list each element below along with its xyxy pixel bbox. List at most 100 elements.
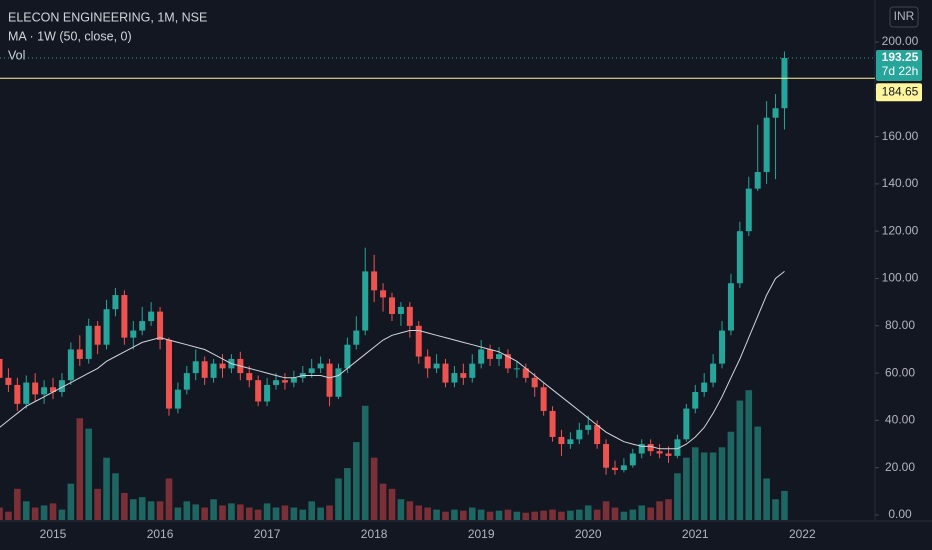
candle-body (433, 363, 440, 369)
volume-bar (361, 405, 369, 520)
moving-average (0, 271, 785, 450)
candle-body (14, 384, 21, 404)
volume-bar (477, 509, 485, 520)
volume-bar (156, 501, 164, 520)
volume-bar (281, 505, 289, 520)
volume-bar (67, 483, 75, 520)
volume-bar (290, 507, 298, 520)
candle-body (701, 382, 708, 393)
volume-bar (442, 511, 449, 520)
candle-body (487, 349, 494, 359)
candle-body (380, 290, 387, 298)
volume-bar (424, 507, 431, 520)
candle-body (50, 387, 57, 393)
volume-bar (58, 509, 66, 520)
volume-bar (629, 509, 637, 520)
volume-bar (718, 447, 726, 520)
volume-bar (691, 447, 699, 520)
candle-body (0, 358, 3, 378)
volume-bar (513, 511, 521, 520)
candle-body (772, 108, 779, 118)
volume-bar (40, 505, 48, 520)
candle-body (130, 330, 137, 338)
candle-body (139, 321, 146, 331)
candle-body (442, 363, 449, 383)
candle-body (603, 444, 610, 468)
volume-bar (772, 499, 779, 520)
volume-bar (700, 452, 708, 520)
candle-body (112, 295, 119, 310)
candle-body (23, 382, 30, 404)
volume-bar (254, 509, 262, 520)
countdown-label: 7d 22h (882, 64, 919, 78)
volume-bar (183, 501, 191, 520)
candle-body (629, 453, 636, 466)
candle-body (727, 283, 734, 331)
candle-body (683, 408, 690, 440)
candle-body (531, 377, 538, 388)
volume-bar (147, 501, 155, 520)
last-price-box (876, 49, 922, 81)
candle-body (192, 361, 199, 374)
y-tick-label: 60.00 (885, 365, 915, 379)
volume-bar (558, 511, 565, 520)
x-tick-label: 2017 (254, 527, 281, 541)
volume-bar (317, 507, 324, 520)
y-tick-label: 200.00 (882, 34, 919, 48)
x-tick-label: 2020 (575, 527, 602, 541)
currency-box[interactable] (889, 6, 919, 28)
volume-bar (210, 499, 217, 520)
candle-body (763, 117, 770, 173)
volume-bar (353, 442, 360, 520)
volume-bar (5, 511, 12, 520)
volume-bar (549, 509, 556, 520)
volume-bar (14, 488, 21, 520)
chart-title: ELECON ENGINEERING, 1M, NSE (8, 10, 207, 24)
y-tick-label: 160.00 (882, 129, 919, 143)
candle-body (424, 356, 431, 369)
y-tick-label: 140.00 (882, 176, 919, 190)
volume-bar (638, 505, 646, 520)
candle-body (210, 363, 217, 378)
candle-body (165, 339, 172, 409)
candle-body (469, 363, 476, 378)
volume-bar (263, 503, 271, 520)
volume-bar (460, 510, 467, 520)
candle-body (281, 380, 288, 383)
volume-bar (754, 426, 761, 520)
volume-bar (665, 499, 672, 520)
candle-body (201, 361, 208, 378)
volume-bar (272, 507, 280, 520)
volume-bar (709, 452, 717, 520)
currency[interactable]: INR (894, 9, 915, 23)
volume-bar (576, 509, 583, 520)
candle-body (32, 382, 39, 395)
candle-body (549, 410, 556, 437)
candle-body (353, 330, 360, 345)
candle-body (540, 387, 547, 411)
volume-bar (201, 507, 208, 520)
candle-body (620, 465, 627, 471)
candle-body (594, 425, 601, 445)
volume-bar (370, 457, 378, 520)
volume-bar (326, 505, 333, 520)
candle-body (692, 392, 699, 409)
candle-body (362, 271, 369, 331)
candle-body (183, 373, 190, 390)
volume-bar (130, 499, 137, 520)
candle-body (335, 368, 342, 397)
volume-bar (683, 457, 690, 520)
candle-body (41, 387, 48, 395)
volume-bar (415, 505, 423, 520)
candle-body (736, 231, 743, 284)
volume-bar (468, 507, 476, 520)
candle-body (273, 380, 280, 385)
volume-bar (308, 501, 315, 520)
candle-body (157, 311, 164, 340)
volume-bar (656, 501, 663, 520)
candle-body (397, 306, 404, 314)
candle-body (478, 349, 485, 364)
candle-body (94, 325, 101, 345)
volume-bar (22, 501, 30, 520)
